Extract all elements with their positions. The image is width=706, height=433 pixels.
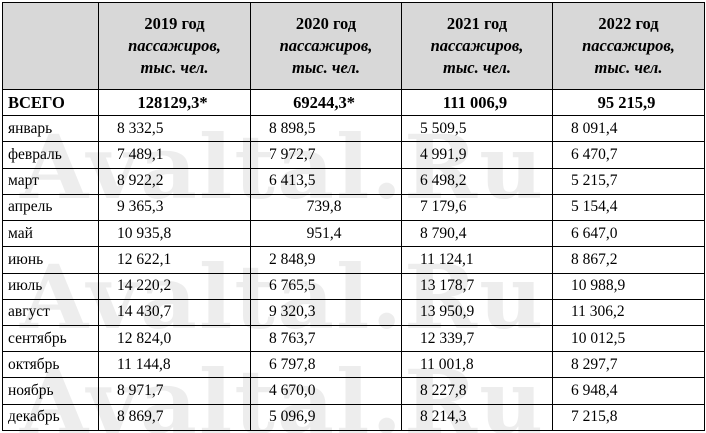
cell-2021: 4 991,9 [401, 141, 553, 169]
cell-2019: 11 144,8 [98, 351, 251, 379]
cell-2021: 8 227,8 [401, 377, 553, 405]
header-row: 2019 год пассажиров, тыс. чел. 2020 год … [2, 2, 705, 90]
header-unit-line2: тыс. чел. [140, 58, 209, 77]
header-year-label: 2019 год [144, 14, 205, 33]
cell-2021: 11 124,1 [401, 246, 553, 274]
header-year-label: 2020 год [295, 14, 357, 33]
cell-2019: 8 869,7 [98, 403, 251, 432]
cell-2021: 8 214,3 [401, 403, 553, 432]
table-row: февраль 7 489,1 7 972,7 4 991,9 6 470,7 [2, 141, 705, 169]
cell-2020: 5 096,9 [250, 403, 402, 432]
row-label: октябрь [2, 351, 99, 379]
table-row: август 14 430,7 9 320,3 13 950,9 11 306,… [2, 298, 705, 326]
cell-2021: 7 179,6 [401, 193, 553, 222]
header-year-2019: 2019 год пассажиров, тыс. чел. [98, 2, 251, 90]
row-label: август [2, 298, 99, 326]
header-unit-line1: пассажиров, [430, 36, 524, 55]
cell-2022: 5 154,4 [552, 193, 705, 222]
cell-2022: 8 867,2 [552, 246, 705, 274]
cell-2022: 5 215,7 [552, 167, 705, 195]
cell-2019: 8 971,7 [98, 377, 251, 405]
row-label: июнь [2, 246, 99, 274]
cell-2020: 951,4 [250, 220, 402, 248]
header-year-2020: 2020 год пассажиров, тыс. чел. [250, 2, 402, 90]
cell-2022: 6 470,7 [552, 141, 705, 169]
header-year-label: 2022 год [598, 14, 659, 33]
row-label: июль [2, 272, 99, 300]
cell-2021: 13 950,9 [401, 298, 553, 326]
row-label: май [2, 220, 99, 248]
row-label: январь [2, 115, 99, 143]
header-year-2021: 2021 год пассажиров, тыс. чел. [401, 2, 553, 90]
table-row: январь 8 332,5 8 898,5 5 509,5 8 091,4 [2, 115, 705, 143]
cell-2020: 8 898,5 [250, 115, 402, 143]
cell-2020: 6 413,5 [250, 167, 402, 195]
row-label: ноябрь [2, 377, 99, 405]
header-corner-cell [2, 2, 99, 90]
header-year-label: 2021 год [446, 14, 508, 33]
header-unit-line1: пассажиров, [582, 36, 675, 55]
table-body: ВСЕГО 128129,3* 69244,3* 111 006,9 95 21… [2, 88, 705, 432]
row-label: февраль [2, 141, 99, 169]
cell-2019: 8 922,2 [98, 167, 251, 195]
row-label: март [2, 167, 99, 195]
header-unit-line2: тыс. чел. [594, 58, 663, 77]
cell-2022: 7 215,8 [552, 403, 705, 432]
cell-2019: 9 365,3 [98, 193, 251, 222]
cell-2022: 11 306,2 [552, 298, 705, 326]
cell-2020: 2 848,9 [250, 246, 402, 274]
cell-2021: 11 001,8 [401, 351, 553, 379]
cell-2022: 8 297,7 [552, 351, 705, 379]
row-label: ВСЕГО [2, 88, 99, 117]
table-row: июнь 12 622,1 2 848,9 11 124,1 8 867,2 [2, 246, 705, 274]
cell-2019: 12 824,0 [98, 324, 251, 353]
cell-2020: 7 972,7 [250, 141, 402, 169]
cell-2022: 8 091,4 [552, 115, 705, 143]
cell-2019: 10 935,8 [98, 220, 251, 248]
cell-2019: 128129,3* [98, 88, 251, 117]
cell-2019: 14 220,2 [98, 272, 251, 300]
cell-2021: 5 509,5 [401, 115, 553, 143]
cell-2021: 8 790,4 [401, 220, 553, 248]
cell-2021: 111 006,9 [401, 88, 553, 117]
cell-2022: 10 988,9 [552, 272, 705, 300]
cell-2022: 95 215,9 [552, 88, 705, 117]
table-row: май 10 935,8 951,4 8 790,4 6 647,0 [2, 220, 705, 248]
row-label: декабрь [2, 403, 99, 432]
table-row: ноябрь 8 971,7 4 670,0 8 227,8 6 948,4 [2, 377, 705, 405]
table-row-total: ВСЕГО 128129,3* 69244,3* 111 006,9 95 21… [2, 88, 705, 117]
cell-2022: 6 948,4 [552, 377, 705, 405]
cell-2020: 4 670,0 [250, 377, 402, 405]
cell-2021: 12 339,7 [401, 324, 553, 353]
row-label: сентябрь [2, 324, 99, 353]
header-year-2022: 2022 год пассажиров, тыс. чел. [552, 2, 705, 90]
cell-2019: 14 430,7 [98, 298, 251, 326]
header-unit-line1: пассажиров, [279, 36, 373, 55]
header-unit-line1: пассажиров, [128, 36, 221, 55]
row-label: апрель [2, 193, 99, 222]
table-row: июль 14 220,2 6 765,5 13 178,7 10 988,9 [2, 272, 705, 300]
cell-2020: 8 763,7 [250, 324, 402, 353]
cell-2022: 10 012,5 [552, 324, 705, 353]
cell-2021: 6 498,2 [401, 167, 553, 195]
cell-2020: 739,8 [250, 193, 402, 222]
cell-2020: 9 320,3 [250, 298, 402, 326]
cell-2019: 7 489,1 [98, 141, 251, 169]
cell-2020: 69244,3* [250, 88, 402, 117]
table-row: апрель 9 365,3 739,8 7 179,6 5 154,4 [2, 193, 705, 222]
header-unit-line2: тыс. чел. [442, 58, 512, 77]
cell-2019: 8 332,5 [98, 115, 251, 143]
header-unit-line2: тыс. чел. [291, 58, 361, 77]
cell-2022: 6 647,0 [552, 220, 705, 248]
cell-2021: 13 178,7 [401, 272, 553, 300]
cell-2020: 6 765,5 [250, 272, 402, 300]
table-row: сентябрь 12 824,0 8 763,7 12 339,7 10 01… [2, 324, 705, 353]
table-row: октябрь 11 144,8 6 797,8 11 001,8 8 297,… [2, 351, 705, 379]
table-row: март 8 922,2 6 413,5 6 498,2 5 215,7 [2, 167, 705, 195]
cell-2019: 12 622,1 [98, 246, 251, 274]
table-row: декабрь 8 869,7 5 096,9 8 214,3 7 215,8 [2, 403, 705, 432]
cell-2020: 6 797,8 [250, 351, 402, 379]
